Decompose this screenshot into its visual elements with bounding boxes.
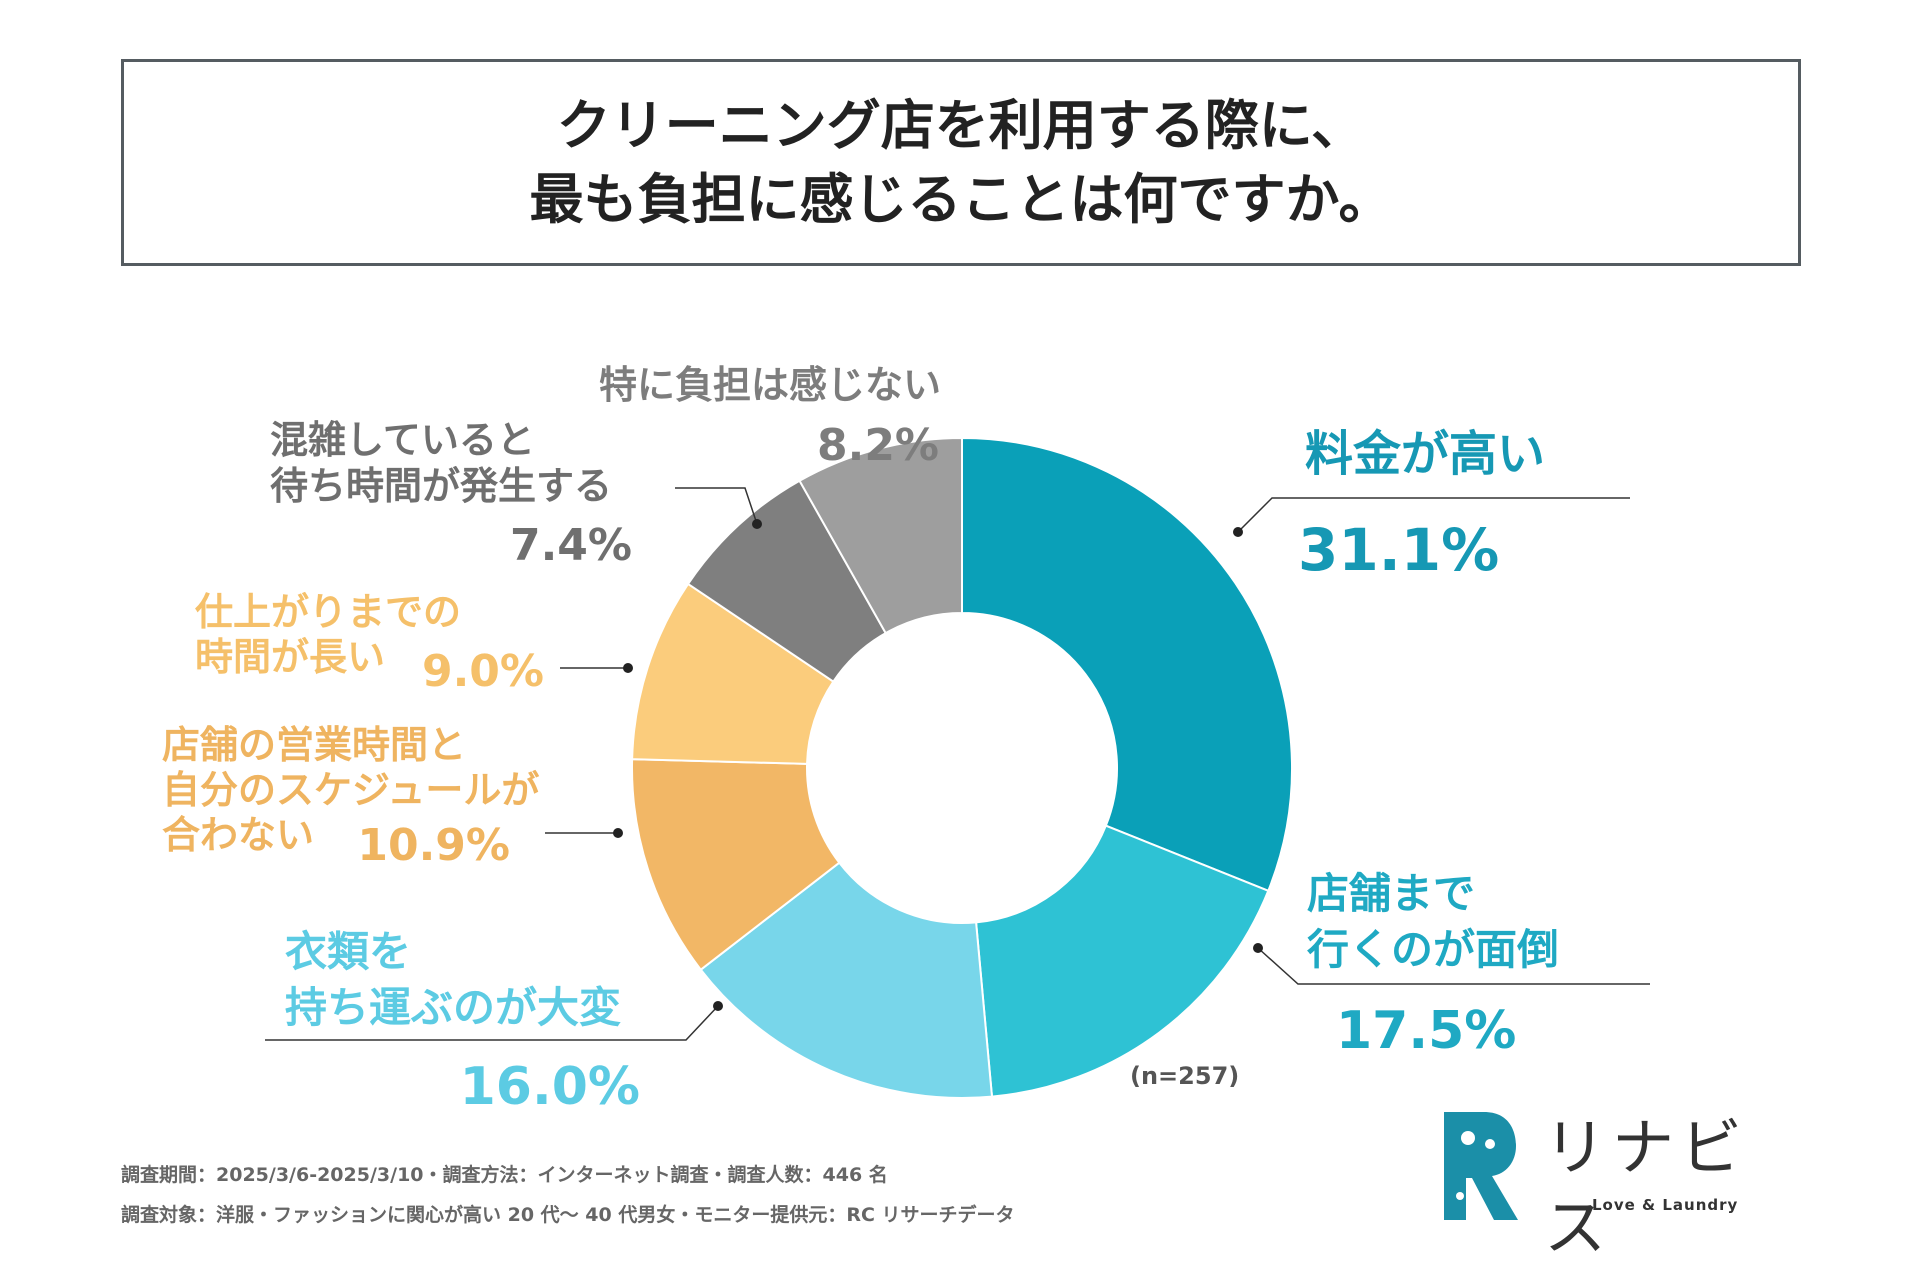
donut-slice-3 — [699, 861, 994, 1099]
leader-line-6 — [675, 487, 758, 525]
slice-value-7: 8.2% — [817, 420, 939, 471]
slice-value-5: 9.0% — [422, 646, 544, 697]
slice-value-3: 16.0% — [460, 1057, 640, 1117]
logo-r-icon — [1444, 1112, 1518, 1220]
leader-lines — [265, 487, 1650, 1041]
slice-label-4-line-2: 自分のスケジュールが — [162, 768, 539, 812]
slice-label-1-line-1: 料金が高い — [1305, 426, 1545, 482]
leader-dot-1 — [1233, 527, 1243, 537]
slice-label-5-line-1: 仕上がりまでの — [195, 590, 461, 634]
slice-label-5-line-2: 時間が長い — [195, 635, 385, 679]
leader-dot-2 — [1253, 943, 1263, 953]
slice-label-7-line-1: 特に負担は感じない — [599, 363, 941, 407]
slice-label-3-line-1: 衣類を — [285, 927, 411, 976]
leader-line-3 — [265, 1005, 719, 1041]
donut-slice-2 — [975, 824, 1270, 1098]
slice-label-4-line-1: 店舗の営業時間と — [162, 723, 466, 767]
logo-name: リナビス — [1544, 1111, 1749, 1264]
leader-dot-6 — [752, 519, 762, 529]
slice-label-3-line-2: 持ち運ぶのが大変 — [285, 983, 621, 1032]
slice-value-1: 31.1% — [1298, 516, 1499, 584]
title-line-1: クリーニング店を利用する際に、 — [556, 93, 1366, 157]
slice-value-6: 7.4% — [510, 520, 632, 571]
logo-tagline: Love & Laundry — [1592, 1196, 1739, 1214]
brand-logo: リナビス Love & Laundry — [1440, 1108, 1800, 1264]
title-box: クリーニング店を利用する際に、 最も負担に感じることは何ですか。 — [121, 59, 1801, 266]
donut-slice-7 — [798, 436, 963, 635]
footer-survey-info: 調査期間：2025/3/6-2025/3/10・調査方法：インターネット調査・調… — [121, 1164, 888, 1186]
leader-line-2 — [1257, 947, 1650, 985]
donut-slices — [631, 436, 1293, 1099]
slice-label-6-line-2: 待ち時間が発生する — [270, 464, 612, 508]
slice-value-4: 10.9% — [357, 820, 510, 871]
slice-label-2-line-1: 店舗まで — [1307, 869, 1475, 918]
leader-line-1 — [1237, 497, 1630, 533]
footer-survey-target: 調査対象：洋服・ファッションに関心が高い 20 代〜 40 代男女・モニター提供… — [121, 1204, 1015, 1226]
slice-value-2: 17.5% — [1336, 1001, 1516, 1061]
slice-label-4-line-3: 合わない — [162, 813, 314, 857]
leader-dot-5 — [623, 663, 633, 673]
sample-size-label: (n=257) — [1130, 1062, 1240, 1090]
leader-dot-3 — [713, 1001, 723, 1011]
slice-label-6-line-1: 混雑していると — [270, 418, 535, 462]
donut-slice-1 — [961, 436, 1293, 893]
title-line-2: 最も負担に感じることは何ですか。 — [529, 167, 1393, 231]
slice-label-2-line-2: 行くのが面倒 — [1307, 925, 1559, 974]
leader-dot-4 — [613, 828, 623, 838]
